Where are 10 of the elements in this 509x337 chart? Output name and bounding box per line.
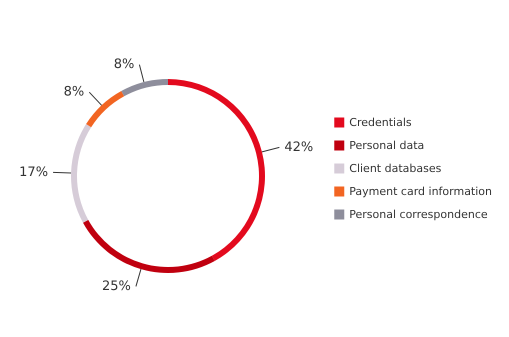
data-label: 17%: [19, 164, 48, 180]
data-label: 8%: [114, 57, 134, 72]
data-label: 8%: [64, 84, 84, 100]
legend-label: Credentials: [349, 116, 412, 129]
legend-label: Personal data: [349, 139, 424, 152]
data-label: 42%: [284, 140, 314, 155]
data-label: 25%: [102, 278, 131, 294]
legend-label: Client databases: [349, 162, 442, 175]
legend-label: Personal correspondence: [349, 208, 488, 221]
legend-label: Payment card information: [349, 185, 492, 198]
